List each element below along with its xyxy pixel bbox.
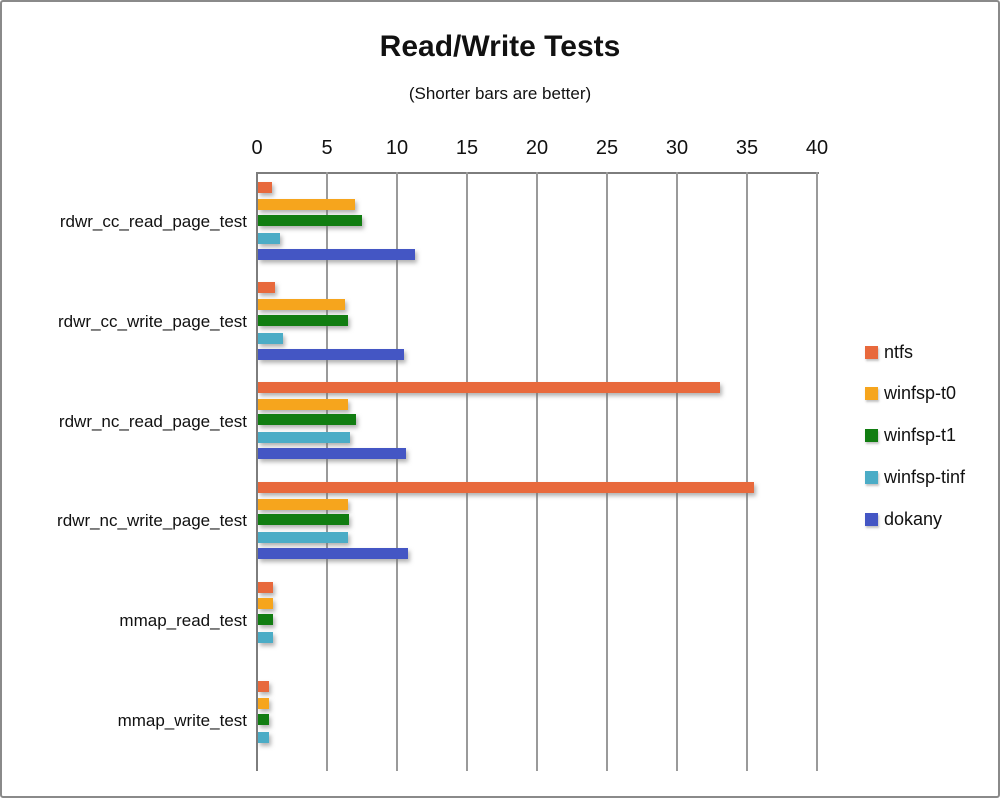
- ntfs-bar: [258, 381, 720, 393]
- winfsp-tinf-bar: [258, 432, 351, 444]
- x-tick-label: 40: [805, 137, 829, 159]
- chart-subtitle: (Shorter bars are better): [408, 84, 592, 103]
- category-label: rdwr_cc_write_page_test: [58, 311, 247, 331]
- winfsp-tinf-bar: [258, 332, 284, 344]
- legend-label: winfsp-tinf: [884, 466, 966, 487]
- winfsp-t1-bar: [258, 414, 356, 426]
- winfsp-tinf-bar: [258, 731, 270, 743]
- legend-item-ntfs: ntfs: [865, 342, 913, 362]
- gridline: [326, 172, 328, 771]
- gridline: [396, 172, 398, 771]
- dokany-bar: [258, 448, 407, 460]
- ntfs-legend-swatch: [865, 345, 878, 359]
- x-tick-label: 5: [321, 137, 333, 159]
- legend-item-winfsp-t0: winfsp-t0: [865, 383, 957, 404]
- winfsp-t0-bar: [258, 698, 270, 710]
- gridline: [816, 172, 818, 771]
- winfsp-tinf-legend-swatch: [865, 470, 878, 484]
- gridline: [606, 172, 608, 771]
- winfsp-t0-legend-swatch: [865, 387, 878, 401]
- category-label: mmap_write_test: [117, 711, 247, 731]
- winfsp-t0-bar: [258, 598, 274, 610]
- dokany-bar: [258, 348, 404, 360]
- x-tick-label: 30: [665, 137, 689, 159]
- gridline: [676, 172, 678, 771]
- winfsp-tinf-bar: [258, 632, 274, 644]
- winfsp-t1-bar: [258, 214, 362, 226]
- winfsp-t1-legend-swatch: [865, 429, 878, 442]
- x-tick-label: 0: [251, 137, 263, 159]
- x-tick-label: 15: [455, 137, 479, 159]
- winfsp-t0-bar: [258, 498, 348, 510]
- legend-item-dokany: dokany: [865, 509, 942, 529]
- ntfs-bar: [258, 581, 274, 593]
- x-tick-label: 10: [385, 137, 409, 159]
- legend-label: dokany: [884, 508, 943, 529]
- winfsp-t0-bar: [258, 398, 348, 410]
- legend-item-winfsp-tinf: winfsp-tinf: [865, 467, 965, 487]
- dokany-bar: [258, 548, 408, 560]
- gridline: [746, 172, 748, 771]
- legend-label: winfsp-t1: [884, 425, 957, 445]
- category-label: rdwr_cc_read_page_test: [59, 211, 247, 231]
- x-tick-label: 20: [525, 137, 549, 159]
- dokany-legend-swatch: [865, 512, 878, 526]
- ntfs-bar: [258, 282, 275, 294]
- dokany-bar: [258, 248, 415, 260]
- x-tick-label: 35: [735, 137, 759, 159]
- chart-title: Read/Write Tests: [379, 30, 621, 63]
- x-axis-line: [257, 172, 819, 174]
- winfsp-t1-bar: [258, 713, 270, 725]
- legend-label: winfsp-t0: [884, 383, 957, 404]
- ntfs-bar: [258, 481, 754, 493]
- gridline: [536, 172, 538, 771]
- category-label: rdwr_nc_write_page_test: [57, 511, 247, 531]
- ntfs-bar: [258, 681, 270, 693]
- category-label: rdwr_nc_read_page_test: [58, 411, 247, 431]
- winfsp-t1-bar: [258, 514, 349, 526]
- winfsp-t1-bar: [258, 314, 348, 326]
- x-tick-label: 25: [595, 137, 619, 159]
- category-label: mmap_read_test: [119, 611, 247, 631]
- winfsp-t1-bar: [258, 614, 274, 626]
- ntfs-bar: [258, 182, 272, 194]
- winfsp-t0-bar: [258, 199, 355, 210]
- winfsp-tinf-bar: [258, 232, 281, 244]
- winfsp-tinf-bar: [258, 532, 348, 544]
- winfsp-t0-bar: [258, 298, 345, 310]
- legend-item-winfsp-t1: winfsp-t1: [865, 425, 957, 446]
- y-axis-line: [256, 172, 258, 771]
- gridline: [466, 172, 468, 771]
- legend-label: ntfs: [884, 341, 914, 362]
